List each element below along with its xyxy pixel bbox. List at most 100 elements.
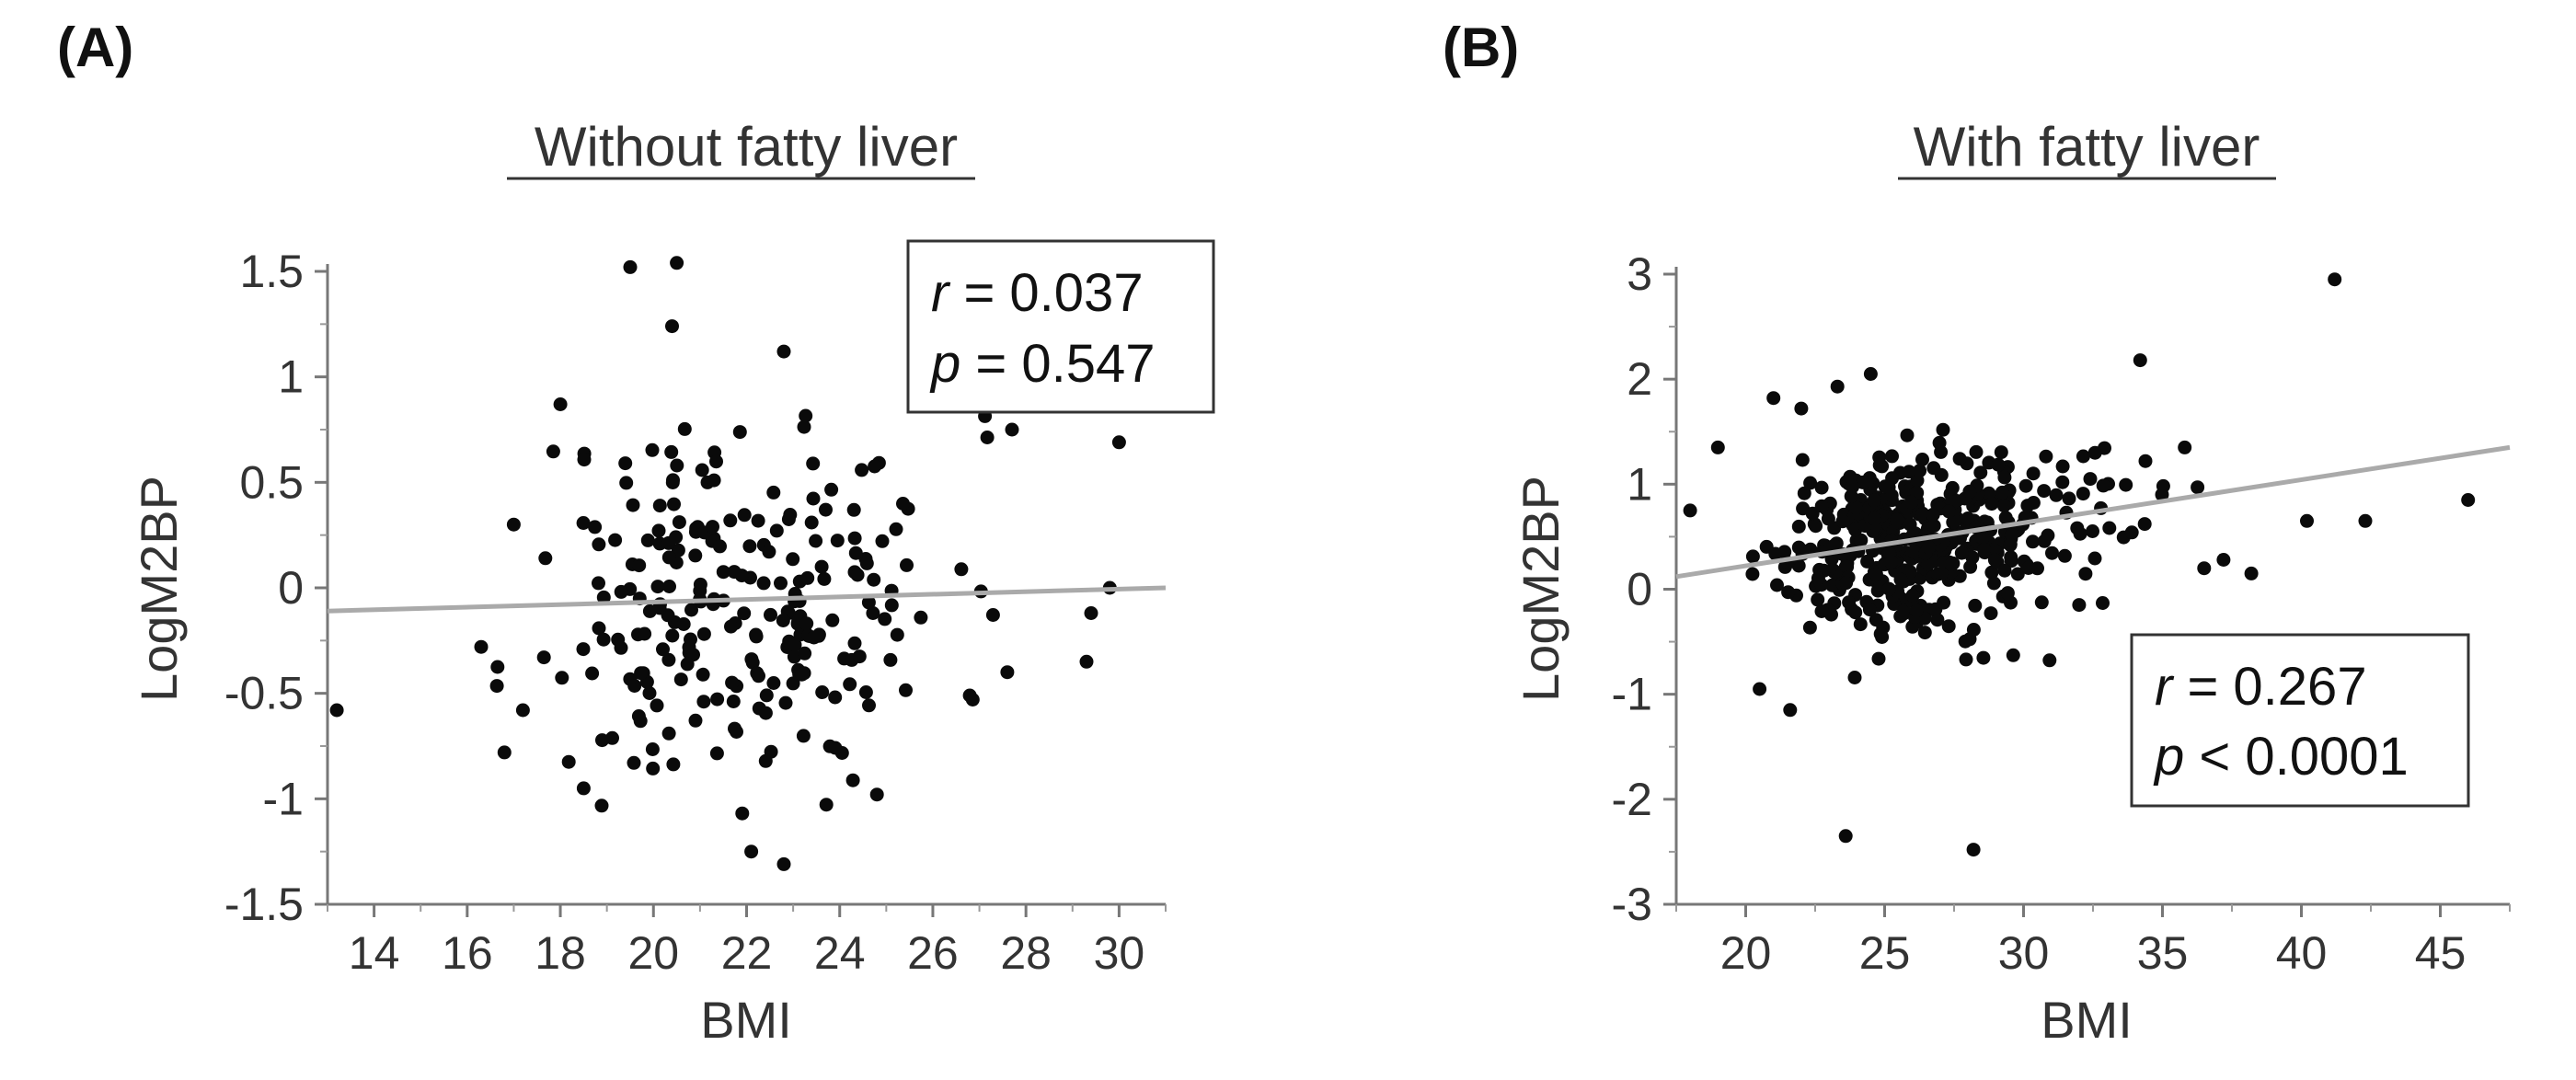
scatter-point <box>1111 435 1126 450</box>
scatter-point <box>811 627 826 642</box>
y-tick-label: -0.5 <box>224 668 304 719</box>
scatter-point <box>696 626 711 641</box>
scatter-point <box>684 603 698 617</box>
scatter-point <box>626 498 640 512</box>
scatter-point <box>661 652 676 667</box>
scatter-point <box>751 513 765 528</box>
scatter-point <box>623 259 638 274</box>
scatter-point <box>1802 620 1817 635</box>
scatter-point <box>713 539 727 554</box>
scatter-point <box>914 610 928 625</box>
scatter-point <box>506 517 521 532</box>
scatter-point <box>329 703 344 718</box>
scatter-point <box>2045 546 2059 560</box>
scatter-point <box>670 256 684 270</box>
scatter-point <box>631 709 646 723</box>
scatter-point <box>1872 450 1887 465</box>
scatter-point <box>661 550 676 565</box>
scatter-point <box>1860 554 1875 569</box>
scatter-point <box>553 397 568 411</box>
y-tick-label: 3 <box>1627 248 1652 300</box>
x-tick-label: 22 <box>721 927 773 979</box>
scatter-point <box>1941 504 1956 519</box>
y-tick-label: 0 <box>278 562 304 614</box>
scatter-point <box>1781 585 1796 600</box>
scatter-point <box>1079 654 1094 669</box>
scatter-point <box>634 666 649 681</box>
scatter-point <box>786 676 800 691</box>
scatter-point <box>2026 466 2041 481</box>
scatter-point <box>980 431 995 444</box>
scatter-point <box>1827 538 1841 553</box>
scatter-point <box>1803 542 1818 557</box>
scatter-point <box>695 463 709 477</box>
scatter-point <box>796 729 811 743</box>
scatter-point <box>2026 534 2040 549</box>
stats-box <box>2130 633 2470 808</box>
scatter-point <box>1878 479 1892 494</box>
scatter-point <box>1903 517 1917 532</box>
x-tick-label: 26 <box>907 927 959 979</box>
scatter-point <box>758 706 773 720</box>
scatter-point <box>576 516 591 530</box>
scatter-point <box>744 844 759 859</box>
scatter-point <box>1873 626 1888 641</box>
scatter-point <box>776 614 790 627</box>
scatter-point <box>1830 379 1845 394</box>
scatter-point <box>1794 401 1809 416</box>
scatter-point <box>1783 703 1798 718</box>
y-tick-label: -3 <box>1612 879 1652 930</box>
scatter-point <box>1867 511 1881 526</box>
p-symbol: p <box>929 334 960 394</box>
scatter-point <box>1902 465 1916 479</box>
scatter-point <box>1814 480 1829 495</box>
scatter-point <box>688 548 703 563</box>
scatter-point <box>536 650 551 665</box>
scatter-point <box>667 497 681 511</box>
scatter-point <box>1871 651 1886 666</box>
scatter-point <box>2178 440 2192 454</box>
scatter-point <box>1962 484 1977 499</box>
scatter-point <box>900 557 914 572</box>
scatter-point <box>1969 444 1984 459</box>
scatter-point <box>576 642 591 657</box>
scatter-point <box>759 688 774 703</box>
scatter-point <box>1996 499 2011 513</box>
scatter-point <box>666 473 680 488</box>
scatter-point <box>1753 682 1767 696</box>
scatter-point <box>1913 464 1927 478</box>
scatter-point <box>677 421 692 436</box>
scatter-point <box>762 545 776 559</box>
y-tick-label: -1 <box>263 773 304 824</box>
x-tick-label: 24 <box>814 927 866 979</box>
scatter-point <box>1997 563 2012 578</box>
scatter-point <box>605 730 619 745</box>
scatter-point <box>797 419 811 434</box>
scatter-point <box>814 559 829 574</box>
scatter-point <box>819 502 833 517</box>
scatter-point <box>869 787 884 802</box>
scatter-point <box>732 425 747 440</box>
scatter-point <box>1954 546 1969 560</box>
scatter-point <box>1856 475 1870 489</box>
scatter-point <box>859 556 874 570</box>
scatter-point <box>737 606 752 621</box>
scatter-point <box>1084 606 1098 620</box>
scatter-point <box>1897 603 1912 618</box>
scatter-point <box>632 558 647 573</box>
scatter-point <box>800 570 815 585</box>
scatter-point <box>1811 571 1825 586</box>
scatter-point <box>1848 605 1863 620</box>
scatter-point <box>1768 546 1783 561</box>
p-symbol: p <box>2153 727 2184 787</box>
y-tick-label: -2 <box>1612 774 1652 825</box>
y-axis-label: LogM2BP <box>130 476 188 702</box>
scatter-point <box>2018 478 2033 493</box>
scatter-point <box>847 636 862 650</box>
scatter-point <box>1984 565 1999 580</box>
scatter-point <box>764 607 777 622</box>
scatter-point <box>1926 519 1941 533</box>
chart-title: With fatty liver <box>1914 116 2260 178</box>
scatter-point <box>592 576 605 591</box>
scatter-point <box>806 456 821 471</box>
